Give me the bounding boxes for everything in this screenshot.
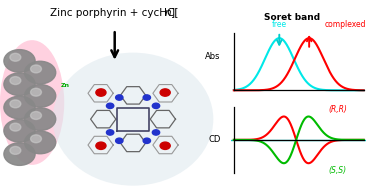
Circle shape [107, 103, 114, 108]
Circle shape [4, 143, 35, 165]
Text: (S,S): (S,S) [329, 166, 347, 174]
Text: ]: ] [171, 8, 175, 18]
Circle shape [160, 89, 170, 96]
Circle shape [31, 135, 41, 143]
Text: n: n [165, 8, 172, 18]
Circle shape [4, 50, 35, 72]
Circle shape [115, 95, 123, 100]
Text: Abs: Abs [205, 52, 221, 61]
Circle shape [10, 146, 21, 154]
Text: complexed: complexed [325, 20, 366, 29]
Circle shape [10, 53, 21, 61]
Circle shape [115, 138, 123, 143]
Circle shape [24, 108, 56, 130]
Ellipse shape [53, 53, 213, 186]
Circle shape [10, 123, 21, 131]
Circle shape [143, 138, 151, 143]
Text: Soret band: Soret band [264, 13, 320, 22]
Circle shape [31, 112, 41, 119]
Circle shape [4, 73, 35, 95]
Circle shape [10, 77, 21, 84]
Circle shape [160, 142, 170, 149]
Circle shape [96, 89, 106, 96]
Circle shape [10, 100, 21, 108]
Circle shape [152, 103, 160, 108]
Circle shape [4, 119, 35, 142]
Circle shape [31, 65, 41, 73]
Circle shape [107, 130, 114, 135]
Text: (R,R): (R,R) [329, 105, 347, 114]
Text: Zinc porphyrin + cycHC[: Zinc porphyrin + cycHC[ [50, 8, 179, 18]
Text: free: free [272, 20, 287, 29]
Circle shape [24, 131, 56, 154]
Circle shape [152, 130, 160, 135]
Circle shape [31, 88, 41, 96]
Circle shape [143, 95, 151, 100]
Circle shape [96, 142, 106, 149]
Text: Zn: Zn [61, 83, 70, 88]
Text: CD: CD [208, 135, 221, 144]
Circle shape [24, 84, 56, 107]
Circle shape [24, 61, 56, 84]
Ellipse shape [0, 40, 64, 165]
Circle shape [4, 96, 35, 119]
